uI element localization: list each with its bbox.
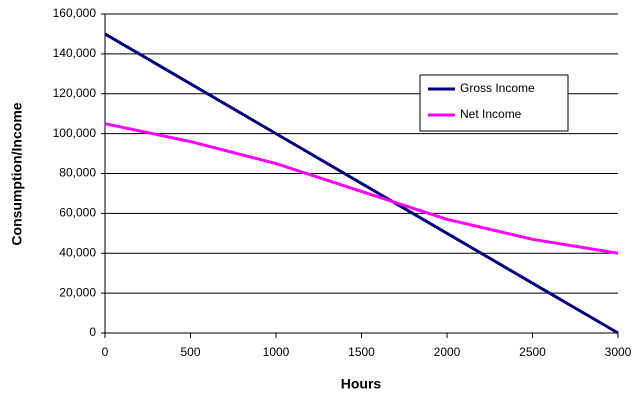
legend-label: Net Income <box>460 107 522 121</box>
y-tick-label: 40,000 <box>59 245 96 259</box>
x-axis-title: Hours <box>341 376 382 392</box>
y-tick-label: 100,000 <box>53 126 97 140</box>
y-tick-label: 140,000 <box>53 46 97 60</box>
legend-box <box>419 74 569 132</box>
y-tick-label: 80,000 <box>59 166 96 180</box>
y-tick-label: 60,000 <box>59 206 96 220</box>
x-tick-label: 500 <box>180 345 200 359</box>
line <box>104 122 619 255</box>
legend-label: Gross Income <box>460 81 535 95</box>
y-tick-label: 0 <box>89 325 96 339</box>
x-tick-label: 3000 <box>605 345 632 359</box>
x-tick-label: 1500 <box>348 345 375 359</box>
x-tick-label: 2000 <box>434 345 461 359</box>
y-axis-title: Consumption/Income <box>9 102 25 245</box>
y-tick-label: 20,000 <box>59 285 96 299</box>
line <box>104 32 619 335</box>
x-tick-label: 1000 <box>263 345 290 359</box>
x-tick-label: 0 <box>102 345 109 359</box>
y-tick-label: 160,000 <box>53 6 97 20</box>
y-tick-label: 120,000 <box>53 86 97 100</box>
x-tick-label: 2500 <box>519 345 546 359</box>
